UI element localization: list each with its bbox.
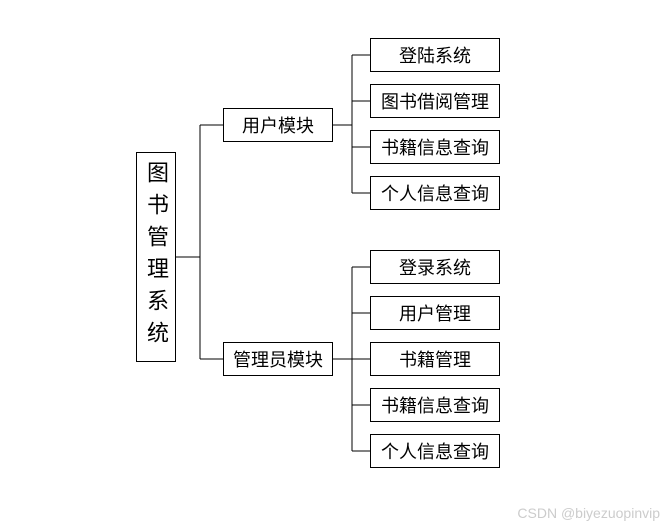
module-admin: 管理员模块 [223,342,333,376]
watermark-text: CSDN @biyezuopinvip [517,505,660,521]
leaf-user-bookinfo: 书籍信息查询 [370,130,500,164]
leaf-admin-usermgmt: 用户管理 [370,296,500,330]
leaf-admin-login: 登录系统 [370,250,500,284]
leaf-user-login: 登陆系统 [370,38,500,72]
leaf-admin-bookmgmt: 书籍管理 [370,342,500,376]
leaf-user-borrow: 图书借阅管理 [370,84,500,118]
leaf-admin-bookinfo: 书籍信息查询 [370,388,500,422]
root-node: 图书管理系统 [136,152,176,362]
leaf-admin-profile: 个人信息查询 [370,434,500,468]
module-user: 用户模块 [223,108,333,142]
leaf-user-profile: 个人信息查询 [370,176,500,210]
